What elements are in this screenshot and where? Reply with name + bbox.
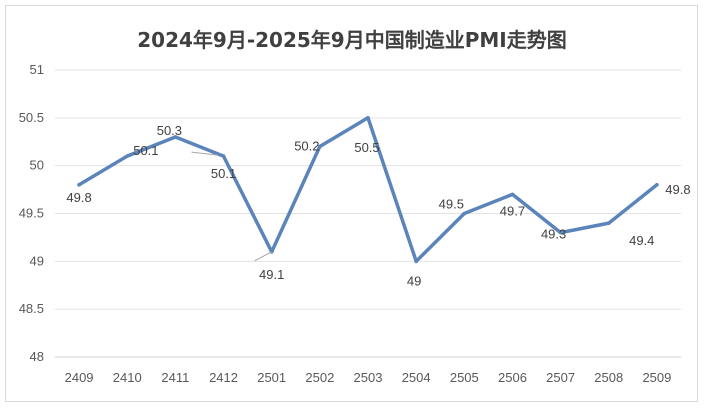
x-tick-label: 2505 <box>450 370 479 385</box>
data-point <box>655 183 659 187</box>
x-tick-label: 2507 <box>546 370 575 385</box>
data-point <box>221 154 226 158</box>
x-axis-ticks: 2409 2410 2411 2412 2501 2502 2503 2504 2505 2506… <box>65 370 672 385</box>
gridlines <box>55 69 681 358</box>
data-label: 50.3 <box>157 123 182 138</box>
x-tick-label: 2508 <box>594 370 623 385</box>
data-point <box>606 221 611 225</box>
label-leader-line <box>254 251 272 262</box>
data-label: 49 <box>407 273 421 288</box>
data-point <box>125 154 130 158</box>
data-point <box>318 144 322 149</box>
y-tick-label: 48 <box>30 349 44 364</box>
y-tick-label: 48.5 <box>19 301 44 316</box>
x-tick-label: 2506 <box>498 370 527 385</box>
x-tick-label: 2509 <box>642 370 671 385</box>
y-tick-label: 49 <box>30 253 44 268</box>
chart-frame <box>5 5 698 402</box>
data-point <box>462 211 467 216</box>
chart-title: 2024年9月-2025年9月中国制造业PMI走势图 <box>137 28 566 52</box>
data-label: 49.8 <box>66 190 91 205</box>
data-label: 50.5 <box>354 140 379 155</box>
data-label: 50.1 <box>211 166 236 181</box>
data-label: 49.3 <box>541 227 566 242</box>
data-point <box>510 192 515 197</box>
y-axis-ticks: 48 48.5 49 49.5 50 50.5 51 <box>19 62 44 364</box>
y-tick-label: 51 <box>30 62 44 77</box>
y-tick-label: 50.5 <box>19 110 44 125</box>
data-label: 49.8 <box>665 182 690 197</box>
data-label: 50.1 <box>133 143 158 158</box>
data-point <box>558 230 563 235</box>
data-label: 49.4 <box>629 233 654 248</box>
data-point <box>77 183 81 187</box>
data-point <box>173 135 178 139</box>
x-tick-label: 2411 <box>161 370 189 385</box>
label-leader-line <box>191 151 218 156</box>
data-label: 49.7 <box>500 203 525 218</box>
data-point <box>414 259 418 264</box>
x-tick-label: 2503 <box>354 370 383 385</box>
x-tick-label: 2412 <box>209 370 238 385</box>
x-tick-label: 2501 <box>257 370 286 385</box>
data-label: 50.2 <box>294 139 319 154</box>
data-label: 49.5 <box>439 197 464 212</box>
y-tick-label: 50 <box>30 158 44 173</box>
data-point <box>366 116 370 120</box>
series-layer <box>77 116 659 264</box>
x-tick-label: 2502 <box>305 370 334 385</box>
x-tick-label: 2409 <box>65 370 94 385</box>
x-tick-label: 2504 <box>402 370 431 385</box>
data-labels: 49.8 50.1 50.3 50.1 49.1 50.2 50.5 49 49.5 49.7 49… <box>66 123 690 288</box>
data-label: 49.1 <box>259 267 284 282</box>
x-tick-label: 2410 <box>113 370 142 385</box>
y-tick-label: 49.5 <box>19 206 44 221</box>
